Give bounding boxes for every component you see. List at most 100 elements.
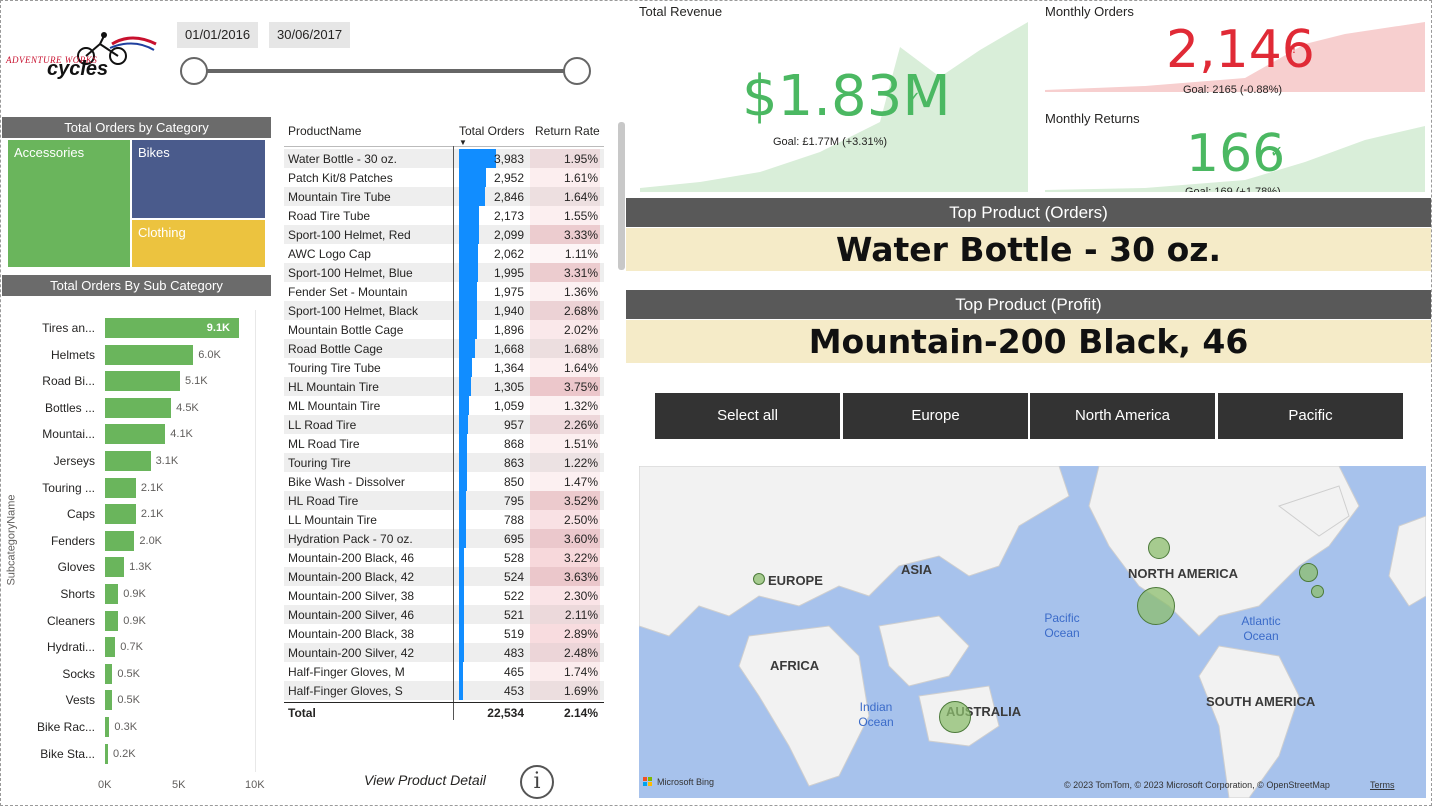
revenue-kpi-goal: Goal: £1.77M (+3.31%): [773, 136, 888, 148]
col-header-productname[interactable]: ProductName: [288, 124, 362, 138]
table-row[interactable]: Mountain-200 Silver, 42 483 2.48%: [284, 643, 604, 662]
start-date-input[interactable]: 01/01/2016: [177, 22, 259, 48]
subcategory-bar[interactable]: [105, 663, 113, 684]
total-orders-cell: 3,983: [493, 152, 524, 166]
region-north-america-button[interactable]: North America: [1030, 393, 1215, 439]
subcategory-bar[interactable]: [105, 344, 194, 365]
table-row[interactable]: Half-Finger Gloves, M 465 1.74%: [284, 662, 604, 681]
subcategory-label: Shorts: [60, 587, 95, 601]
return-rate-background: [530, 282, 600, 301]
product-name-cell: Mountain-200 Silver, 42: [288, 646, 415, 660]
return-rate-cell: 3.52%: [563, 494, 598, 508]
return-rate-background: [530, 225, 600, 244]
subcategory-label: Bottles ...: [44, 400, 95, 415]
total-orders-cell: 863: [503, 456, 524, 470]
table-scrollbar[interactable]: [618, 122, 625, 270]
table-row[interactable]: Mountain-200 Silver, 38 522 2.30%: [284, 586, 604, 605]
subcategory-bar[interactable]: [105, 717, 110, 737]
region-select-all-button[interactable]: Select all: [655, 393, 840, 439]
return-rate-background: [530, 263, 600, 282]
table-row[interactable]: Mountain-200 Black, 46 528 3.22%: [284, 548, 604, 567]
product-name-cell: Hydration Pack - 70 oz.: [288, 532, 413, 546]
return-rate-cell: 1.36%: [563, 285, 598, 299]
subcategory-bar[interactable]: [105, 371, 180, 392]
table-row[interactable]: Bike Wash - Dissolver 850 1.47%: [284, 472, 604, 491]
table-row[interactable]: Touring Tire Tube 1,364 1.64%: [284, 358, 604, 377]
table-row[interactable]: HL Road Tire 795 3.52%: [284, 491, 604, 510]
table-row[interactable]: LL Mountain Tire 788 2.50%: [284, 510, 604, 529]
subcategory-bar[interactable]: [105, 584, 119, 604]
table-row[interactable]: Fender Set - Mountain 1,975 1.36%: [284, 282, 604, 301]
return-rate-background: [530, 358, 600, 377]
subcategory-bar[interactable]: [105, 318, 239, 338]
orders-map[interactable]: EUROPE ASIA NORTH AMERICA AFRICA AUSTRAL…: [639, 466, 1426, 798]
table-row[interactable]: Sport-100 Helmet, Blue 1,995 3.31%: [284, 263, 604, 282]
map-bubble-france[interactable]: [1311, 585, 1324, 598]
table-row[interactable]: Mountain-200 Silver, 46 521 2.11%: [284, 605, 604, 624]
table-row[interactable]: Sport-100 Helmet, Red 2,099 3.33%: [284, 225, 604, 244]
subcategory-bar[interactable]: [105, 424, 166, 445]
table-row[interactable]: AWC Logo Cap 2,062 1.11%: [284, 244, 604, 263]
subcategory-bar[interactable]: [105, 637, 116, 658]
table-row[interactable]: Road Tire Tube 2,173 1.55%: [284, 206, 604, 225]
info-icon[interactable]: i: [520, 765, 554, 799]
subcategory-bar[interactable]: [105, 504, 136, 525]
view-product-detail-link[interactable]: View Product Detail: [364, 772, 486, 788]
table-row[interactable]: Patch Kit/8 Patches 2,952 1.61%: [284, 168, 604, 187]
product-name-cell: Mountain Tire Tube: [288, 190, 391, 204]
map-terms-link[interactable]: Terms: [1370, 780, 1395, 790]
col-header-return-rate[interactable]: Return Rate: [535, 124, 600, 138]
subcategory-value-label: 2.1K: [140, 481, 164, 494]
subcategory-label: Mountai...: [42, 427, 95, 442]
subcategory-bar[interactable]: [105, 477, 136, 498]
map-bubble-uk[interactable]: [1299, 563, 1318, 582]
map-bubble-australia[interactable]: [939, 701, 971, 733]
map-bubble-europe[interactable]: [753, 573, 765, 585]
date-slider-end-handle[interactable]: [563, 57, 591, 85]
table-row[interactable]: Half-Finger Gloves, S 453 1.69%: [284, 681, 604, 700]
table-row[interactable]: Sport-100 Helmet, Black 1,940 2.68%: [284, 301, 604, 320]
table-row[interactable]: Mountain Bottle Cage 1,896 2.02%: [284, 320, 604, 339]
region-europe-button[interactable]: Europe: [843, 393, 1028, 439]
table-row[interactable]: Mountain Tire Tube 2,846 1.64%: [284, 187, 604, 206]
orders-databar: [459, 586, 464, 605]
total-orders-cell: 453: [503, 684, 524, 698]
table-row[interactable]: Mountain-200 Black, 38 519 2.89%: [284, 624, 604, 643]
subcategory-bar[interactable]: [105, 743, 108, 764]
date-slider-start-handle[interactable]: [180, 57, 208, 85]
subcategory-bar[interactable]: [105, 690, 113, 711]
subcategory-bar[interactable]: [105, 610, 119, 631]
table-row[interactable]: Hydration Pack - 70 oz. 695 3.60%: [284, 529, 604, 548]
subcategory-bar[interactable]: [105, 451, 151, 471]
treemap-tile-bikes[interactable]: Bikes: [132, 140, 265, 218]
subcategory-bar[interactable]: [105, 530, 135, 551]
subcategory-bar[interactable]: [105, 557, 125, 578]
table-row[interactable]: LL Road Tire 957 2.26%: [284, 415, 604, 434]
table-row[interactable]: HL Mountain Tire 1,305 3.75%: [284, 377, 604, 396]
orders-databar: [459, 529, 466, 548]
total-orders-cell: 1,364: [493, 361, 524, 375]
table-row[interactable]: Touring Tire 863 1.22%: [284, 453, 604, 472]
table-row[interactable]: Mountain-200 Black, 42 524 3.63%: [284, 567, 604, 586]
x-axis-tick-5k: 5K: [172, 779, 186, 791]
col-header-total-orders[interactable]: Total Orders: [459, 124, 525, 138]
return-rate-background: [530, 510, 600, 529]
orders-databar: [459, 206, 480, 225]
treemap-tile-accessories[interactable]: Accessories: [8, 140, 130, 267]
table-row[interactable]: Water Bottle - 30 oz. 3,983 1.95%: [284, 149, 604, 168]
product-name-cell: Bike Wash - Dissolver: [288, 475, 405, 489]
end-date-input[interactable]: 30/06/2017: [269, 22, 351, 48]
orders-kpi-value: 2,146: [1166, 20, 1315, 80]
map-bubble-canada[interactable]: [1148, 537, 1170, 559]
table-row[interactable]: Road Bottle Cage 1,668 1.68%: [284, 339, 604, 358]
table-row[interactable]: ML Road Tire 868 1.51%: [284, 434, 604, 453]
table-row[interactable]: ML Mountain Tire 1,059 1.32%: [284, 396, 604, 415]
region-pacific-button[interactable]: Pacific: [1218, 393, 1403, 439]
total-orders-cell: 2,099: [493, 228, 524, 242]
map-bubble-usa[interactable]: [1137, 587, 1175, 625]
subcategory-label: Socks: [62, 666, 95, 681]
product-name-cell: Half-Finger Gloves, S: [288, 684, 403, 698]
date-slider-track[interactable]: [193, 69, 577, 73]
treemap-tile-clothing[interactable]: Clothing: [132, 220, 265, 267]
subcategory-bar[interactable]: [105, 397, 172, 418]
